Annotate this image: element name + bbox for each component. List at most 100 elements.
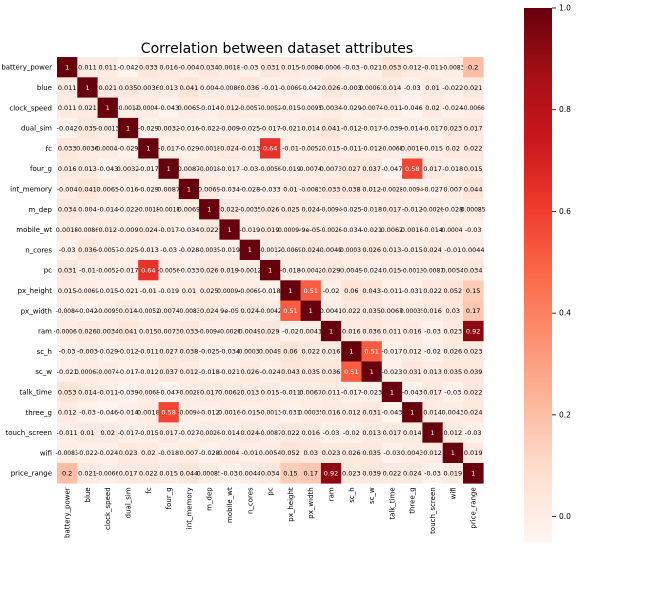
heatmap-cell bbox=[300, 320, 322, 342]
cell-value-label: -0.017 bbox=[260, 124, 281, 132]
cell-value-label: 0.035 bbox=[362, 449, 381, 457]
heatmap-cell bbox=[280, 219, 301, 240]
heatmap-cell bbox=[97, 442, 119, 464]
heatmap-cell bbox=[361, 422, 383, 443]
heatmap-cell bbox=[320, 300, 342, 322]
cell-value-label: -0.0012 bbox=[259, 247, 282, 254]
heatmap-cell bbox=[402, 138, 423, 159]
heatmap-cell bbox=[402, 280, 423, 301]
cell-value-label: -0.03 bbox=[465, 226, 482, 234]
cell-value-label: 0.026 bbox=[78, 327, 97, 335]
heatmap-cell bbox=[199, 57, 220, 78]
cell-value-label: 1 bbox=[126, 124, 130, 132]
heatmap-cell bbox=[158, 97, 180, 119]
cell-value-label: 0.0036 bbox=[137, 84, 160, 92]
cell-value-label: -0.0094 bbox=[198, 328, 221, 335]
heatmap-cell bbox=[361, 158, 383, 180]
heatmap-cell bbox=[341, 300, 362, 322]
cell-value-label: -0.024 bbox=[442, 104, 463, 112]
cell-value-label: -0.046 bbox=[97, 409, 118, 417]
cell-value-label: 0.031 bbox=[362, 409, 381, 417]
heatmap-cell bbox=[158, 199, 180, 220]
heatmap-cell bbox=[158, 138, 180, 159]
cell-value-label: 0.03 bbox=[446, 307, 460, 315]
cell-value-label: 0.0069 bbox=[178, 206, 201, 214]
heatmap-cell bbox=[178, 341, 200, 362]
heatmap-cell bbox=[300, 158, 322, 180]
heatmap-cell bbox=[178, 300, 200, 322]
y-tick-label: clock_speed bbox=[9, 104, 52, 112]
heatmap-cell bbox=[178, 422, 200, 443]
cell-value-label: -0.015 bbox=[402, 246, 423, 254]
heatmap-cell bbox=[260, 422, 281, 443]
heatmap-cell bbox=[199, 320, 220, 342]
cell-value-label: 1 bbox=[65, 63, 69, 71]
cell-value-label: -0.0087 bbox=[421, 267, 444, 274]
cell-value-label: -0.012 bbox=[118, 348, 139, 356]
heatmap-cell bbox=[341, 260, 362, 281]
heatmap-cell bbox=[381, 199, 403, 220]
cell-value-label: 0.043 bbox=[281, 368, 300, 376]
cell-value-label: 0.012 bbox=[342, 409, 361, 417]
heatmap-cell bbox=[199, 280, 220, 301]
y-tick-label: blue bbox=[37, 84, 52, 92]
cell-value-label: 0.0074 bbox=[157, 307, 180, 315]
heatmap-cell bbox=[341, 280, 362, 301]
heatmap-cell bbox=[77, 381, 98, 403]
cell-value-label: -0.0083 bbox=[56, 450, 79, 457]
heatmap-cell bbox=[260, 138, 281, 159]
cell-value-label: 0.022 bbox=[464, 388, 483, 396]
cell-value-label: -0.00043 bbox=[135, 105, 162, 112]
heatmap-cell bbox=[97, 260, 119, 281]
cell-value-label: -0.018 bbox=[199, 368, 220, 376]
heatmap-cell bbox=[422, 341, 443, 362]
cell-value-label: -0.023 bbox=[361, 388, 382, 396]
x-tick-label: px_height bbox=[287, 487, 295, 522]
heatmap-cell bbox=[57, 442, 78, 464]
heatmap-cell bbox=[422, 239, 443, 261]
cell-value-label: 1 bbox=[451, 449, 455, 457]
heatmap-cell bbox=[57, 77, 78, 98]
x-tick-label: px_width bbox=[307, 487, 315, 518]
heatmap-cell bbox=[260, 381, 281, 403]
cell-value-label: 1 bbox=[430, 429, 434, 437]
cell-value-label: 1 bbox=[248, 246, 252, 254]
cell-value-label: 0.017 bbox=[119, 469, 138, 477]
cell-value-label: 1 bbox=[390, 388, 394, 396]
y-tick-label: n_cores bbox=[25, 246, 52, 254]
cell-value-label: 0.51 bbox=[364, 348, 378, 356]
cell-value-label: 1 bbox=[329, 327, 333, 335]
cell-value-label: 0.012 bbox=[444, 429, 463, 437]
cell-value-label: 0.021 bbox=[464, 84, 483, 92]
cell-value-label: 0.0032 bbox=[157, 124, 180, 132]
heatmap-cell bbox=[158, 320, 180, 342]
heatmap-cell bbox=[138, 199, 159, 220]
heatmap-cell bbox=[158, 260, 180, 281]
cell-value-label: 0.033 bbox=[180, 327, 199, 335]
cell-value-label: 0.022 bbox=[342, 307, 361, 315]
x-tick-label: fc bbox=[145, 487, 153, 493]
cell-value-label: 0.013 bbox=[423, 368, 442, 376]
cell-value-label: 0.036 bbox=[322, 368, 341, 376]
heatmap-cell bbox=[260, 463, 281, 484]
cell-value-label: -0.015 bbox=[422, 145, 443, 153]
cell-value-label: 0.00035 bbox=[400, 308, 425, 315]
heatmap-cell bbox=[341, 402, 362, 423]
heatmap-cell bbox=[97, 341, 119, 362]
heatmap-cell bbox=[138, 463, 159, 484]
heatmap-cell bbox=[442, 117, 464, 139]
heatmap-cell bbox=[361, 341, 383, 362]
x-tick-labels: battery_power blue clock_speed dual_sim fc fo… bbox=[64, 487, 478, 538]
y-tick-label: mobile_wt bbox=[16, 226, 52, 234]
cell-value-label: 0.00094 bbox=[217, 288, 242, 295]
cell-value-label: 0.0032 bbox=[117, 165, 140, 173]
cell-value-label: -0.014 bbox=[402, 124, 423, 132]
cell-value-label: -0.00031 bbox=[236, 349, 263, 356]
cell-value-label: 1 bbox=[288, 287, 292, 295]
cell-value-label: -0.046 bbox=[402, 104, 423, 112]
cell-value-label: -0.015 bbox=[280, 104, 301, 112]
cell-value-label: -0.021 bbox=[118, 287, 139, 295]
cell-value-label: -0.0069 bbox=[279, 85, 302, 92]
cell-value-label: -0.018 bbox=[260, 287, 281, 295]
x-tick-label: clock_speed bbox=[104, 487, 112, 530]
